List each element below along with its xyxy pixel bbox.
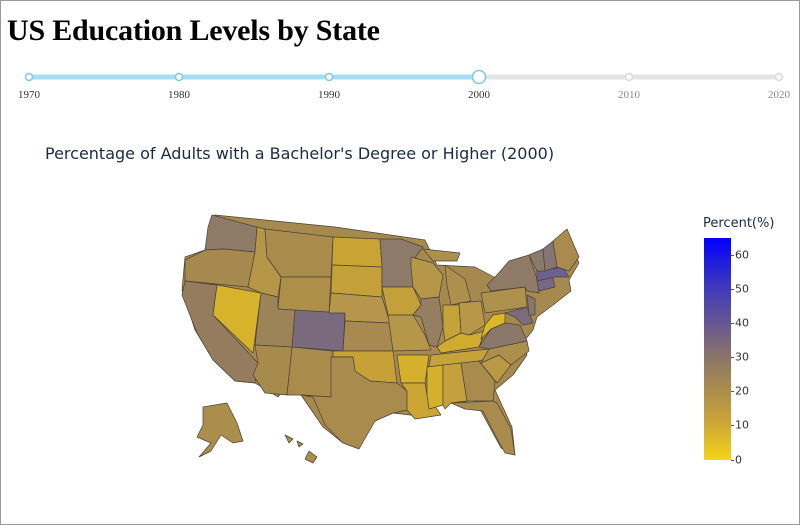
state-wyoming[interactable]	[277, 276, 332, 314]
page-title: US Education Levels by State	[7, 14, 380, 47]
year-slider[interactable]: 1970 1980 1990 2000 2010 2020	[0, 0, 800, 110]
slider-label-2000[interactable]: 2000	[468, 89, 490, 101]
colorbar-tickmark	[731, 460, 734, 461]
state-georgia[interactable]	[460, 360, 496, 402]
slider-step-2010[interactable]	[624, 72, 634, 82]
state-new-jersey[interactable]	[526, 294, 536, 316]
state-nevada[interactable]	[212, 284, 262, 354]
state-kansas[interactable]	[342, 320, 394, 352]
state-maryland[interactable]	[504, 306, 534, 326]
colorbar-tickmark	[731, 425, 734, 426]
colorbar-tickmark	[731, 323, 734, 324]
state-alaska[interactable]	[196, 402, 244, 458]
colorbar-title: Percent(%)	[703, 216, 775, 231]
colorbar-tickmark	[731, 357, 734, 358]
state-ohio[interactable]	[458, 300, 486, 336]
state-kentucky[interactable]	[436, 330, 486, 354]
slider-step-1970[interactable]	[24, 72, 34, 82]
colorbar-tickmark	[731, 391, 734, 392]
year-slider-track[interactable]	[0, 0, 800, 110]
colorbar-tick-20: 20	[735, 384, 749, 398]
slider-handle[interactable]	[471, 69, 487, 85]
state-west-virginia[interactable]	[480, 312, 506, 340]
slider-label-2020[interactable]: 2020	[768, 89, 790, 101]
colorbar-tick-0: 0	[735, 453, 742, 467]
colorbar-tick-30: 30	[735, 350, 749, 364]
state-new-mexico[interactable]	[286, 346, 334, 398]
state-south-dakota[interactable]	[330, 264, 383, 298]
state-oregon[interactable]	[184, 248, 256, 288]
slider-label-1990[interactable]: 1990	[318, 89, 340, 101]
us-choropleth-map[interactable]	[175, 205, 595, 470]
state-iowa[interactable]	[381, 286, 422, 316]
state-arizona[interactable]	[252, 344, 293, 396]
state-hawaii[interactable]	[284, 434, 318, 464]
state-north-dakota[interactable]	[331, 236, 383, 268]
colorbar-tickmark	[731, 289, 734, 290]
slider-step-1980[interactable]	[174, 72, 184, 82]
colorbar-tick-60: 60	[735, 248, 749, 262]
state-colorado[interactable]	[291, 309, 346, 352]
state-illinois[interactable]	[412, 296, 444, 348]
state-arkansas[interactable]	[396, 354, 430, 384]
map-subtitle: Percentage of Adults with a Bachelor's D…	[45, 144, 555, 163]
state-texas[interactable]	[300, 356, 408, 450]
slider-label-1980[interactable]: 1980	[168, 89, 190, 101]
colorbar-tickmark	[731, 255, 734, 256]
state-new-york[interactable]	[486, 254, 540, 294]
slider-label-1970[interactable]: 1970	[18, 89, 40, 101]
colorbar-tick-50: 50	[735, 282, 749, 296]
state-maine[interactable]	[552, 228, 580, 272]
state-florida[interactable]	[450, 400, 516, 456]
slider-step-2020[interactable]	[774, 72, 784, 82]
colorbar-tick-40: 40	[735, 316, 749, 330]
slider-step-1990[interactable]	[324, 72, 334, 82]
state-louisiana[interactable]	[400, 382, 442, 420]
state-mississippi[interactable]	[426, 364, 444, 410]
colorbar-gradient	[704, 238, 731, 460]
slider-label-2010[interactable]: 2010	[618, 89, 640, 101]
colorbar-tick-10: 10	[735, 418, 749, 432]
